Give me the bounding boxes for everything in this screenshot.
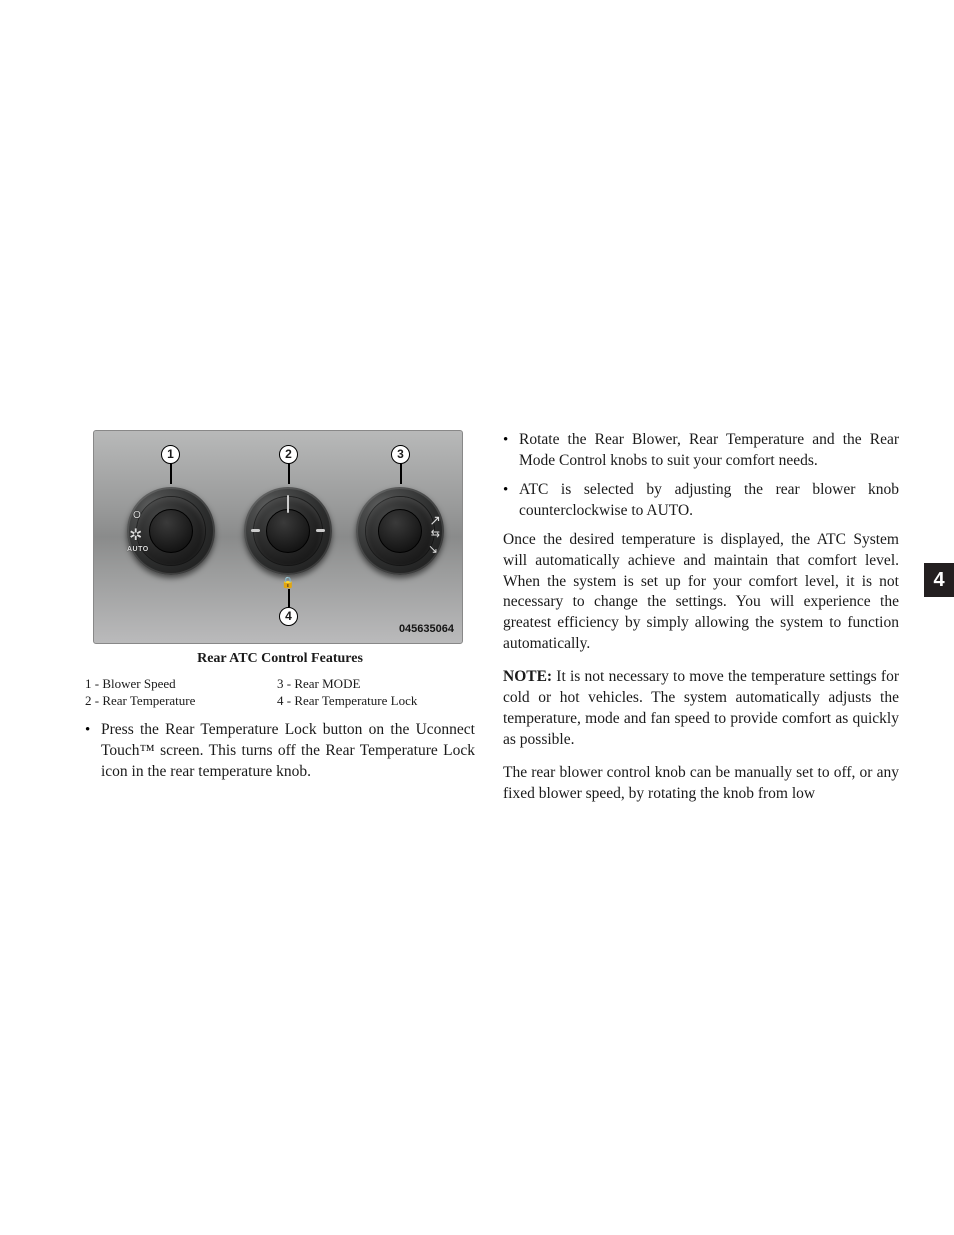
temperature-knob: 🔒: [244, 487, 332, 575]
left-column: 1 2 3 O ✲ AUTO: [85, 430, 475, 805]
mode-floor-icon: ↘: [428, 541, 438, 557]
note-body: It is not necessary to move the temperat…: [503, 668, 899, 748]
off-label: O: [133, 509, 141, 523]
note-paragraph: NOTE: It is not necessary to move the te…: [503, 667, 899, 751]
blower-knob: O ✲ AUTO: [127, 487, 215, 575]
note-label: NOTE:: [503, 668, 552, 685]
figure-caption: Rear ATC Control Features: [85, 650, 475, 669]
callout-4: 4: [279, 607, 298, 626]
callout-line: [288, 589, 290, 607]
callout-line: [400, 464, 402, 484]
bullet-item: ATC is selected by adjusting the rear bl…: [503, 480, 899, 522]
rear-atc-figure: 1 2 3 O ✲ AUTO: [93, 430, 463, 644]
figure-legend: 1 - Blower Speed 2 - Rear Temperature 3 …: [85, 675, 475, 710]
figure-id: 045635064: [399, 622, 454, 637]
legend-item: 4 - Rear Temperature Lock: [277, 692, 417, 710]
callout-line: [288, 464, 290, 484]
callout-2: 2: [279, 445, 298, 464]
right-column: Rotate the Rear Blower, Rear Temperature…: [503, 430, 899, 805]
pointer-icon: [287, 495, 289, 513]
callout-line: [170, 464, 172, 484]
cold-indicator-icon: [251, 529, 260, 532]
callout-1: 1: [161, 445, 180, 464]
legend-item: 3 - Rear MODE: [277, 675, 417, 693]
mode-knob: ↗ ⇆ ↘: [356, 487, 444, 575]
mode-bilevel-icon: ⇆: [431, 527, 440, 542]
legend-item: 1 - Blower Speed: [85, 675, 277, 693]
legend-item: 2 - Rear Temperature: [85, 692, 277, 710]
page-columns: 1 2 3 O ✲ AUTO: [85, 430, 899, 805]
hot-indicator-icon: [316, 529, 325, 532]
section-tab: 4: [924, 563, 954, 597]
bullet-item: Rotate the Rear Blower, Rear Temperature…: [503, 430, 899, 472]
callout-3: 3: [391, 445, 410, 464]
body-paragraph: The rear blower control knob can be manu…: [503, 763, 899, 805]
body-paragraph: Once the desired temperature is displaye…: [503, 530, 899, 656]
bullet-item: Press the Rear Temperature Lock button o…: [85, 720, 475, 783]
auto-label: AUTO: [127, 545, 149, 554]
fan-icon: ✲: [129, 525, 142, 547]
